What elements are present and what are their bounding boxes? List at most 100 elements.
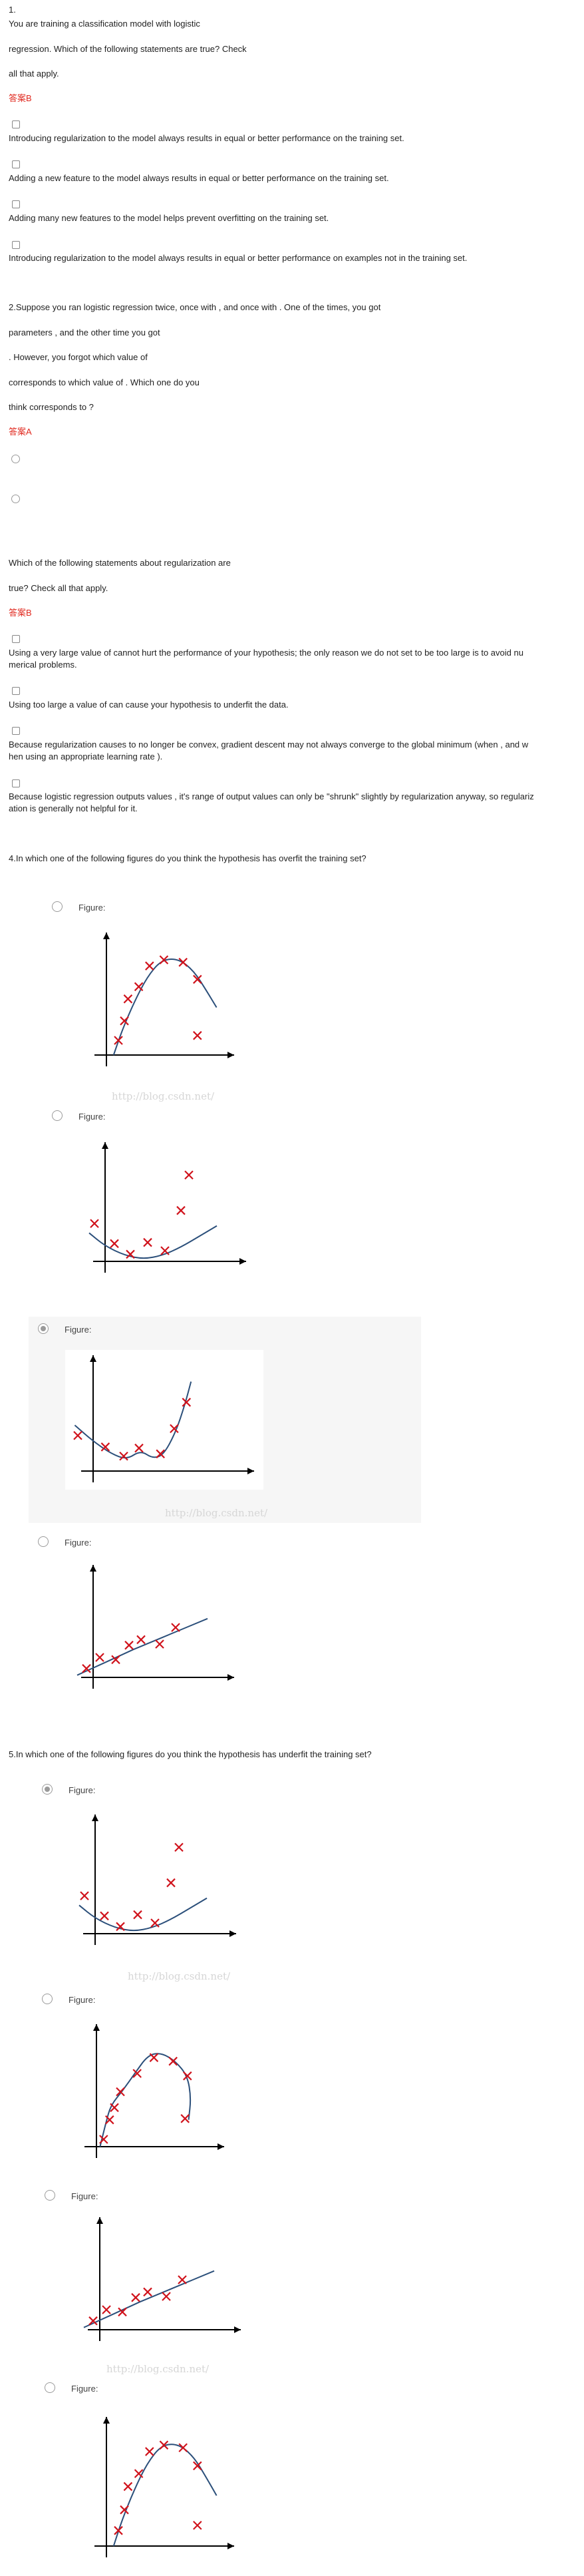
y-axis-arrow [93, 2024, 100, 2031]
x-axis-arrow [227, 2543, 234, 2549]
training-example-cross [134, 1443, 144, 1453]
q3-option-1-checkbox[interactable] [12, 635, 20, 643]
q4-option-c-radio[interactable] [38, 1323, 49, 1334]
training-example-cross [193, 1030, 202, 1040]
y-axis-arrow [96, 2217, 103, 2224]
training-example-cross [136, 1635, 146, 1645]
training-example-cross [193, 2461, 202, 2471]
q1-answer: 答案B [9, 93, 32, 103]
q1-option-3-checkbox[interactable] [12, 200, 20, 208]
q2-text-line5: think corresponds to ? [9, 402, 94, 412]
hypothesis-curve [88, 1225, 218, 1259]
hypothesis-curve [112, 959, 218, 1056]
training-example-cross [102, 2305, 111, 2314]
y-axis-arrow [103, 2417, 110, 2424]
training-example-cross [105, 2115, 114, 2125]
q5-option-b-radio[interactable] [42, 1994, 53, 2004]
x-axis-arrow [227, 1052, 234, 1058]
training-example-cross [174, 1842, 184, 1852]
q1-option-3-text: Adding many new features to the model he… [9, 213, 329, 223]
training-example-cross [134, 2469, 144, 2478]
x-axis-arrow [234, 2326, 241, 2333]
q5-option-c-label: Figure: [71, 2191, 98, 2201]
q1-option-4-checkbox[interactable] [12, 241, 20, 249]
training-example-cross [183, 2071, 192, 2081]
q1-option-2-checkbox[interactable] [12, 160, 20, 168]
training-example-cross [143, 2287, 152, 2297]
q2-option-b-radio[interactable] [11, 495, 20, 503]
q5-option-d-radio[interactable] [45, 2382, 55, 2393]
q3-option-2-checkbox[interactable] [12, 687, 20, 695]
q3-option-3-text-b: hen using an appropriate learning rate )… [9, 751, 163, 761]
training-example-cross [126, 1249, 135, 1259]
training-example-cross [95, 1653, 104, 1662]
q3-text-line2: true? Check all that apply. [9, 583, 108, 593]
q5-option-b-figure [84, 2024, 224, 2158]
training-example-cross [155, 1639, 164, 1649]
q5-option-a-label: Figure: [69, 1785, 96, 1795]
q2-answer: 答案A [9, 427, 32, 437]
q4-option-b-figure [88, 1142, 246, 1273]
y-axis-arrow [102, 1142, 108, 1149]
training-example-cross [184, 1170, 194, 1180]
q4-option-b-radio[interactable] [52, 1110, 63, 1121]
training-example-cross [170, 1424, 179, 1434]
q4-option-d-radio[interactable] [38, 1536, 49, 1547]
training-example-cross [180, 2114, 190, 2123]
q5-option-d-figure [94, 2417, 234, 2557]
q5-option-a-radio[interactable] [42, 1784, 53, 1795]
q3-option-3-checkbox[interactable] [12, 727, 20, 735]
training-example-cross [171, 1623, 180, 1632]
watermark: http://blog.csdn.net/ [165, 1507, 268, 1519]
hypothesis-curve [99, 2053, 192, 2147]
training-example-cross [162, 2292, 171, 2301]
q3-option-1-text-b: merical problems. [9, 660, 77, 670]
x-axis-arrow [247, 1468, 254, 1474]
training-example-cross [160, 1246, 170, 1255]
q1-option-4-text: Introducing regularization to the model … [9, 253, 468, 263]
watermark: http://blog.csdn.net/ [106, 2363, 210, 2375]
training-example-cross [110, 1239, 119, 1249]
x-axis-arrow [218, 2143, 224, 2150]
q1-option-1-checkbox[interactable] [12, 120, 20, 128]
q5-option-d-label: Figure: [71, 2384, 98, 2394]
training-example-cross [149, 2053, 159, 2062]
q3-option-4-checkbox[interactable] [12, 779, 20, 787]
q4-option-a-label: Figure: [78, 903, 106, 913]
training-example-cross [82, 1663, 91, 1673]
training-example-cross [176, 1205, 186, 1215]
q1-text-line2: regression. Which of the following state… [9, 44, 247, 54]
training-example-cross [168, 2056, 178, 2066]
training-example-cross [123, 2481, 133, 2491]
training-example-cross [80, 1891, 89, 1900]
q2-text-line2: parameters , and the other time you got [9, 327, 160, 337]
training-example-cross [131, 2292, 140, 2302]
q1-text-line3: all that apply. [9, 69, 59, 79]
training-example-cross [118, 2307, 127, 2317]
q1-option-2-text: Adding a new feature to the model always… [9, 173, 389, 183]
q4-question: 4.In which one of the following figures … [9, 853, 366, 863]
y-axis-arrow [92, 1815, 98, 1821]
x-axis-arrow [239, 1258, 246, 1265]
hypothesis-curve [83, 2270, 215, 2328]
y-axis-arrow [90, 1355, 96, 1362]
q3-answer: 答案B [9, 608, 32, 618]
q4-option-d-figure [76, 1565, 234, 1689]
training-example-cross [134, 982, 144, 992]
q5-option-b-label: Figure: [69, 1995, 96, 2005]
training-example-cross [145, 2447, 154, 2456]
q4-option-a-figure [94, 933, 234, 1066]
q5-option-a-figure [78, 1815, 236, 1945]
q3-option-4-text-b: ation is generally not helpful for it. [9, 803, 138, 813]
training-example-cross [124, 1640, 134, 1650]
q3-option-4-text-a: Because logistic regression outputs valu… [9, 791, 534, 801]
training-example-cross [132, 2069, 142, 2078]
q2-option-a-radio[interactable] [11, 455, 20, 463]
q1-number: 1. [9, 5, 16, 15]
training-example-cross [193, 2521, 202, 2530]
q4-option-d-label: Figure: [65, 1538, 92, 1548]
watermark: http://blog.csdn.net/ [112, 1090, 215, 1102]
q4-option-a-radio[interactable] [52, 901, 63, 912]
hypothesis-curve [78, 1897, 208, 1932]
q5-option-c-radio[interactable] [45, 2190, 55, 2201]
